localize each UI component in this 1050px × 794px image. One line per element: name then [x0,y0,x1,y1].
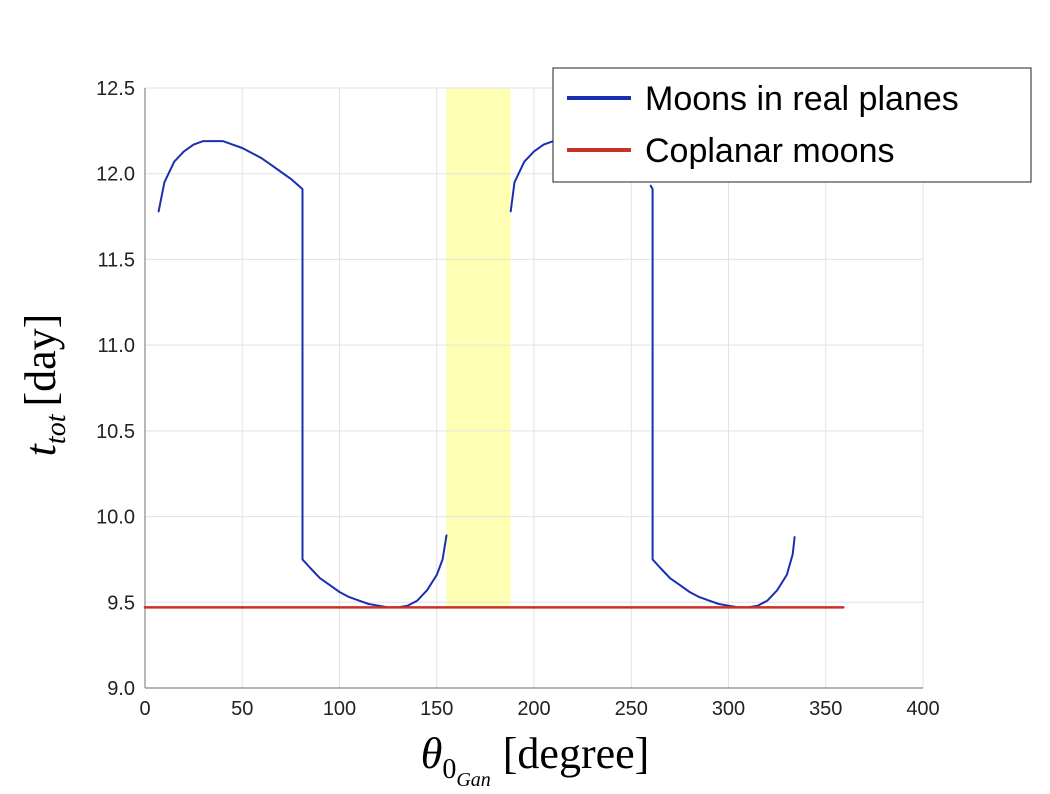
x-tick-label: 0 [139,698,150,720]
tick-label-layer: 0 50 100 150 200 250 300 350 400 9.0 9.5 10.0 10.5 11… [96,78,940,720]
x-axis-sub-subscript: Gan [456,769,490,791]
x-axis-subscript: 0 [442,754,456,785]
x-tick-label: 400 [906,698,939,720]
highlight-band [446,88,511,608]
x-axis-title: θ0Gan [degree] [421,729,650,791]
x-tick-label: 100 [323,698,356,720]
y-tick-label: 11.5 [98,249,135,271]
y-tick-label: 12.5 [96,78,135,100]
svg-text:θ0Gan[degree]: θ0Gan [degree] [421,729,650,791]
y-tick-label: 10.0 [96,507,135,529]
x-axis-unit: [degree] [503,729,650,778]
y-tick-label: 9.5 [107,592,135,614]
highlight-band-layer [446,88,511,608]
series-layer [143,140,845,609]
series-real-planes-line [649,184,796,609]
x-tick-label: 250 [615,698,648,720]
y-tick-label: 12.0 [96,164,135,186]
legend-label: Moons in real planes [645,80,959,118]
svg-text:ttot[day]: ttot [day] [16,314,72,457]
y-axis-subscript: tot [41,413,72,444]
legend: Moons in real planes Coplanar moons [552,67,1032,183]
grid-layer [144,87,924,689]
y-tick-label: 10.5 [96,421,135,443]
legend-label: Coplanar moons [645,132,894,170]
x-tick-label: 150 [420,698,453,720]
y-axis-symbol: t [16,442,65,456]
y-tick-label: 9.0 [107,678,135,700]
x-tick-label: 50 [231,698,253,720]
x-tick-label: 350 [809,698,842,720]
x-tick-label: 300 [712,698,745,720]
y-tick-label: 11.0 [98,335,135,357]
y-axis-unit: [day] [16,314,65,407]
y-axis-title: ttot [day] [16,314,72,457]
legend-box [552,67,1032,183]
x-tick-label: 200 [517,698,550,720]
x-axis-symbol: θ [421,729,443,778]
